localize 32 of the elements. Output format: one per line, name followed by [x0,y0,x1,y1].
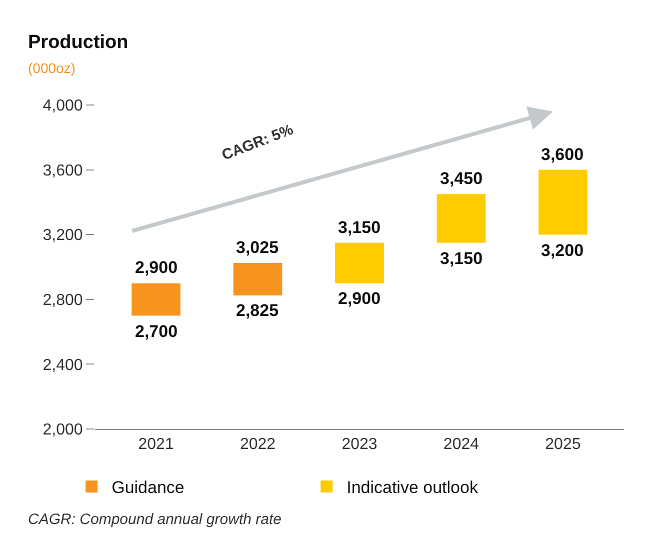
legend-label: Indicative outlook [346,478,478,498]
annotation: 2,825 [236,301,279,320]
text: CAGR: Compound annual growth rate [28,511,282,528]
bar [132,283,180,316]
y-tick-label: 2,400 [42,356,83,374]
y-tick-label: 3,600 [42,162,83,180]
y-tick-label: 2,000 [42,422,83,439]
x-tick-label: 2025 [545,436,581,454]
x-tick-label: 2022 [240,436,276,454]
annotation: 3,150 [440,249,483,268]
legend-label: Guidance [112,478,184,498]
bar [335,242,384,284]
chart-title: Production [28,32,128,53]
y-tick-label: 4,000 [42,98,83,115]
annotation: CAGR: 5% [220,121,296,164]
x-tick-label: 2023 [342,436,378,454]
bar [233,262,282,296]
annotation: 2,700 [135,322,178,341]
annotation: 3,200 [541,241,584,260]
bar [538,170,588,235]
chart-subtitle: (000oz) [28,60,76,76]
annotation: 3,600 [541,145,584,164]
annotation: 3,450 [440,169,483,188]
annotation: 3,025 [236,238,279,257]
x-tick-label: 2021 [138,436,174,454]
y-tick-label: 2,800 [42,292,83,309]
bar [436,194,486,243]
annotation: 2,900 [338,289,381,308]
annotation: 3,150 [338,218,381,237]
y-tick-label: 3,200 [42,227,83,244]
x-tick-label: 2024 [443,436,480,454]
annotation: 2,900 [135,258,178,277]
